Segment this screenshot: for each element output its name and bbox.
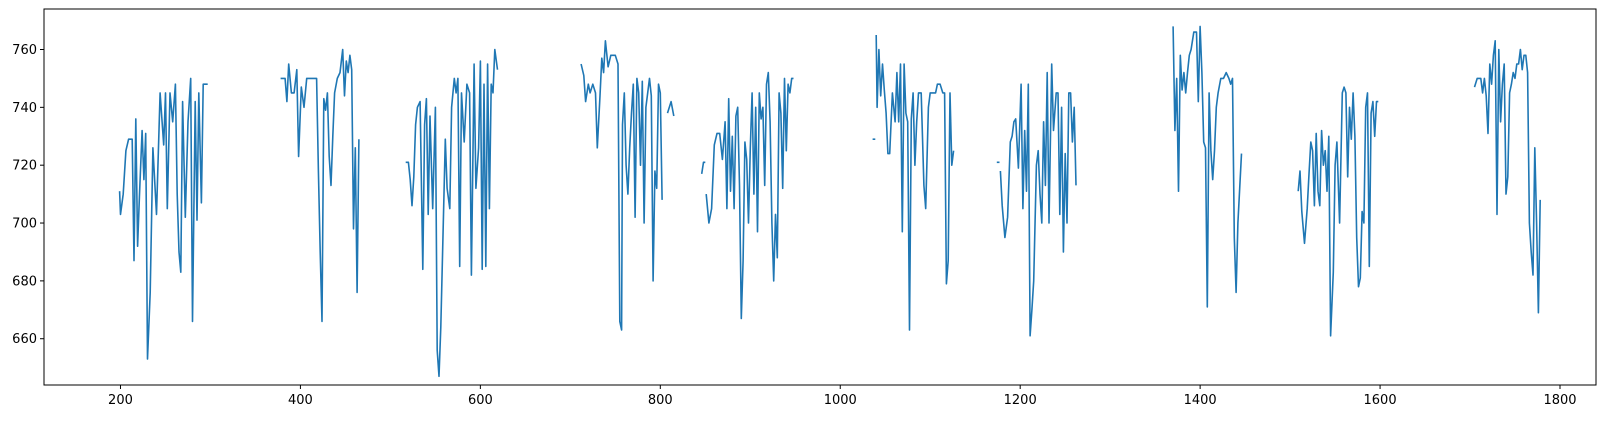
y-tick-label: 720 bbox=[12, 159, 37, 174]
x-tick-label: 1600 bbox=[1364, 393, 1397, 408]
x-tick-label: 1000 bbox=[824, 393, 857, 408]
x-tick-label: 1800 bbox=[1543, 393, 1576, 408]
plot-area bbox=[118, 25, 1541, 378]
x-tick-label: 400 bbox=[288, 393, 313, 408]
x-tick-label: 800 bbox=[648, 393, 673, 408]
x-tick-label: 200 bbox=[108, 393, 133, 408]
y-tick-label: 700 bbox=[12, 217, 37, 232]
x-tick-label: 1400 bbox=[1184, 393, 1217, 408]
plot-frame bbox=[43, 8, 1597, 386]
series-line-segment bbox=[875, 34, 955, 331]
series-line-segment bbox=[700, 161, 706, 175]
y-tick-label: 740 bbox=[12, 101, 37, 116]
y-tick-label: 680 bbox=[12, 274, 37, 289]
x-tick-label: 1200 bbox=[1004, 393, 1037, 408]
x-axis: 200 400 600 800 1000 1200 1400 1600 1800 bbox=[108, 385, 1577, 408]
y-axis: 660 680 700 720 740 760 bbox=[12, 43, 44, 347]
series-line-segment bbox=[666, 100, 675, 117]
y-tick-label: 660 bbox=[12, 332, 37, 347]
x-tick-label: 600 bbox=[468, 393, 493, 408]
series-line-segment bbox=[280, 48, 360, 323]
series-line-segment bbox=[1297, 86, 1379, 337]
y-tick-label: 760 bbox=[12, 43, 37, 58]
series-line-segment bbox=[999, 63, 1077, 337]
series-line-segment bbox=[405, 48, 499, 378]
series-line-segment bbox=[705, 71, 794, 320]
series-line-segment bbox=[1473, 39, 1541, 314]
series-line-segment bbox=[118, 77, 208, 360]
series-line-segment bbox=[580, 39, 663, 331]
series-line-segment bbox=[1172, 25, 1243, 308]
